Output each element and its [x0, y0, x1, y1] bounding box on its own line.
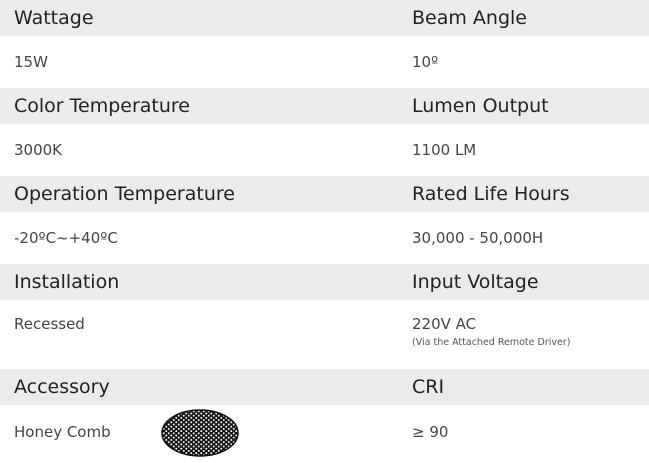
- spec-label: CRI: [412, 369, 444, 405]
- spec-label: Rated Life Hours: [412, 176, 570, 212]
- spec-value: 1100 LM: [412, 141, 476, 159]
- spec-value: Honey Comb: [14, 423, 111, 441]
- spec-label: Installation: [14, 264, 119, 300]
- spec-value: ≥ 90: [412, 423, 448, 441]
- spec-label: Input Voltage: [412, 264, 539, 300]
- spec-value: 10º: [412, 53, 438, 71]
- spec-label: Accessory: [14, 369, 110, 405]
- spec-value: 220V AC: [412, 315, 476, 333]
- spec-label: Wattage: [14, 0, 94, 36]
- spec-note: (Via the Attached Remote Driver): [412, 337, 570, 348]
- spec-label: Operation Temperature: [14, 176, 235, 212]
- spec-value: -20ºC~+40ºC: [14, 229, 118, 247]
- spec-value: 30,000 - 50,000H: [412, 229, 543, 247]
- honeycomb-icon: [160, 408, 240, 458]
- header-band: [0, 0, 649, 36]
- spec-label: Lumen Output: [412, 88, 549, 124]
- spec-value: 3000K: [14, 141, 62, 159]
- spec-label: Color Temperature: [14, 88, 190, 124]
- spec-label: Beam Angle: [412, 0, 527, 36]
- page: Wattage 15W Beam Angle 10º Color Temperature…: [0, 0, 649, 463]
- spec-value: 15W: [14, 53, 48, 71]
- spec-value: Recessed: [14, 315, 85, 333]
